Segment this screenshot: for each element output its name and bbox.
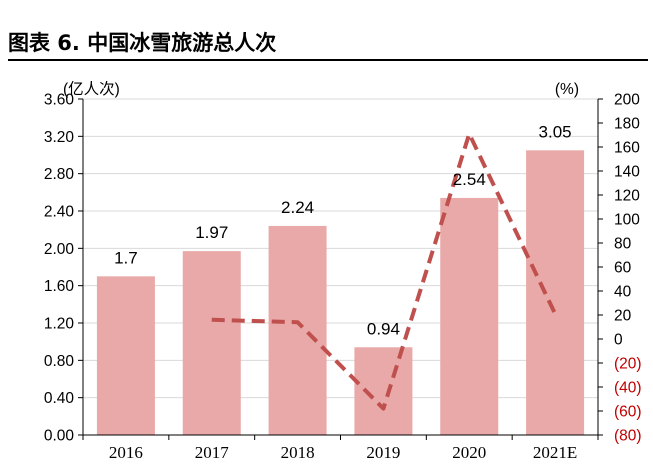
bar (182, 251, 241, 435)
y-left-tick-label: 0.80 (44, 353, 75, 370)
gridlines (83, 98, 598, 436)
y-left-tick-label: 3.60 (44, 92, 75, 109)
y-right-tick-label: 120 (614, 188, 640, 205)
y-right-tick-label: 180 (614, 116, 640, 133)
y-axis-left-label: (亿人次) (63, 80, 120, 98)
title-rule (8, 59, 648, 61)
y-right-tick-label: 40 (614, 284, 632, 301)
y-right-tick-label: (60) (614, 404, 642, 421)
y-right-tick-label: 140 (614, 164, 640, 181)
y-left-tick-label: 2.80 (44, 166, 75, 183)
y-axis-right-label: (%) (555, 81, 579, 98)
bar-value-label: 1.7 (114, 248, 138, 267)
bar (440, 197, 499, 435)
growth-line (211, 131, 557, 411)
x-tick-label: 2018 (281, 443, 315, 462)
bar (526, 150, 585, 436)
chart-title: 图表 6. 中国冰雪旅游总人次 (8, 31, 277, 55)
y-right-tick-label: (80) (614, 428, 642, 445)
y-right-tick-label: 160 (614, 140, 640, 157)
y-right-tick-label: 200 (614, 92, 640, 109)
x-tick-label: 2019 (366, 443, 400, 462)
data-labels: 1.7 1.97 2.24 0.94 2.54 3.05 (114, 122, 572, 338)
bar-value-label: 1.97 (195, 223, 228, 242)
bars (96, 150, 585, 436)
y-left-tick-label: 1.60 (44, 278, 75, 295)
y-right-tick-label: 20 (614, 308, 632, 325)
y-right-tick-label: (40) (614, 380, 642, 397)
x-tick-label: 2021E (533, 443, 577, 462)
axes: 0.00 0.40 0.80 1.20 1.60 2.00 2.40 2.80 3.20 3.60… (44, 92, 642, 463)
y-left-tick-label: 3.20 (44, 129, 75, 146)
bar-value-label: 2.54 (453, 170, 486, 189)
y-right-tick-label: (20) (614, 356, 642, 373)
bar-value-label: 0.94 (367, 319, 400, 338)
x-tick-label: 2020 (452, 443, 486, 462)
y-left-tick-label: 2.00 (44, 241, 75, 258)
bar (354, 347, 413, 435)
y-right-tick-label: 100 (614, 212, 640, 229)
bar (96, 276, 155, 435)
y-right-tick-label: 0 (614, 332, 623, 349)
y-right-tick-label: 80 (614, 236, 632, 253)
y-right-tick-label: 60 (614, 260, 632, 277)
y-left-tick-label: 0.00 (44, 428, 75, 445)
y-left-tick-label: 1.20 (44, 316, 75, 333)
bar (268, 225, 327, 435)
y-left-tick-label: 2.40 (44, 204, 75, 221)
y-left-tick-label: 0.40 (44, 390, 75, 407)
x-tick-label: 2017 (195, 443, 230, 462)
x-tick-label: 2016 (109, 443, 143, 462)
bar-value-label: 2.24 (281, 198, 314, 217)
bar-value-label: 3.05 (539, 122, 572, 141)
